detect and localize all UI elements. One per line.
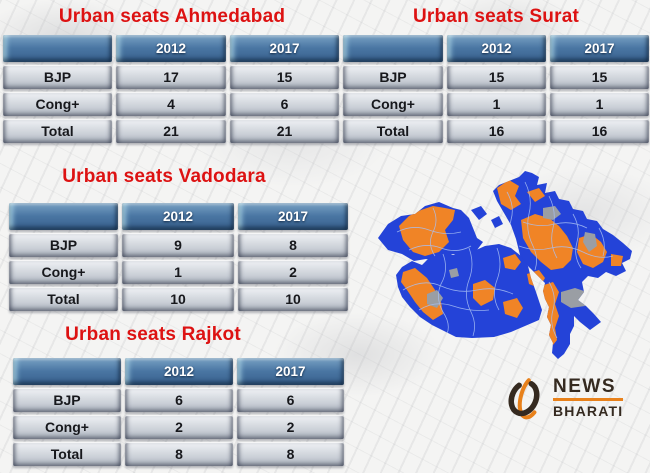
year-header-cell: 2017 [237, 358, 344, 385]
seat-value-cell: 21 [230, 119, 339, 143]
corner-header-cell [3, 35, 112, 62]
seat-value-cell: 6 [237, 388, 344, 412]
title-vadodara: Urban seats Vadodara [62, 166, 266, 187]
vadodara-table: 2012 2017 BJP 9 8 Cong+ 1 2 Total 10 10 [9, 203, 348, 311]
seat-value-cell: 2 [237, 415, 344, 439]
district-borders [396, 181, 614, 339]
party-label-cell: Total [3, 119, 112, 143]
party-label-cell: Cong+ [343, 92, 443, 116]
seat-value-cell: 1 [447, 92, 546, 116]
year-header-cell: 2012 [122, 203, 234, 230]
party-label-cell: BJP [343, 65, 443, 89]
seat-value-cell: 6 [230, 92, 339, 116]
logo-line2: BHARATI [553, 402, 624, 419]
year-header-cell: 2017 [550, 35, 649, 62]
seat-value-cell: 6 [125, 388, 233, 412]
corner-header-cell [13, 358, 121, 385]
seat-value-cell: 2 [125, 415, 233, 439]
party-label-cell: Cong+ [3, 92, 112, 116]
year-header-cell: 2012 [125, 358, 233, 385]
seat-value-cell: 16 [550, 119, 649, 143]
seat-value-cell: 2 [238, 260, 348, 284]
corner-header-cell [9, 203, 118, 230]
surat-table: 2012 2017 BJP 15 15 Cong+ 1 1 Total 16 1… [343, 35, 649, 143]
year-header-cell: 2017 [238, 203, 348, 230]
ahmedabad-table: 2012 2017 BJP 17 15 Cong+ 4 6 Total 21 2… [3, 35, 339, 143]
seat-value-cell: 1 [550, 92, 649, 116]
party-label-cell: Total [13, 442, 121, 466]
seat-value-cell: 16 [447, 119, 546, 143]
seat-value-cell: 15 [550, 65, 649, 89]
seat-value-cell: 1 [122, 260, 234, 284]
seat-value-cell: 17 [116, 65, 226, 89]
logo-line1: NEWS [553, 375, 616, 397]
year-header-cell: 2012 [447, 35, 546, 62]
seat-value-cell: 21 [116, 119, 226, 143]
seat-value-cell: 15 [447, 65, 546, 89]
news-bharati-logo: NEWS BHARATI [502, 372, 644, 422]
seat-value-cell: 10 [238, 287, 348, 311]
year-header-cell: 2017 [230, 35, 339, 62]
party-label-cell: Total [9, 287, 118, 311]
logo-accent-rule [553, 397, 624, 401]
seat-value-cell: 8 [237, 442, 344, 466]
seat-value-cell: 10 [122, 287, 234, 311]
corner-header-cell [343, 35, 443, 62]
party-label-cell: BJP [9, 233, 118, 257]
seat-value-cell: 15 [230, 65, 339, 89]
title-ahmedabad: Urban seats Ahmedabad [58, 6, 286, 27]
gujarat-election-map [378, 171, 632, 359]
seat-value-cell: 8 [125, 442, 233, 466]
news-bharati-logo-icon [508, 374, 545, 420]
party-label-cell: BJP [3, 65, 112, 89]
party-label-cell: Total [343, 119, 443, 143]
year-header-cell: 2012 [116, 35, 226, 62]
rajkot-table: 2012 2017 BJP 6 6 Cong+ 2 2 Total 8 8 [13, 358, 344, 466]
title-rajkot: Urban seats Rajkot [65, 324, 241, 345]
party-label-cell: Cong+ [13, 415, 121, 439]
seat-value-cell: 8 [238, 233, 348, 257]
title-surat: Urban seats Surat [412, 6, 579, 27]
seat-value-cell: 9 [122, 233, 234, 257]
party-label-cell: Cong+ [9, 260, 118, 284]
seat-value-cell: 4 [116, 92, 226, 116]
party-label-cell: BJP [13, 388, 121, 412]
